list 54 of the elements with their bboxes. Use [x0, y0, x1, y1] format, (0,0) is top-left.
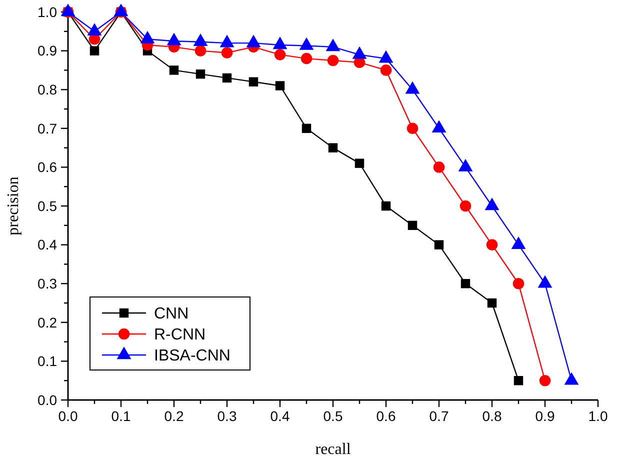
- y-tick-label: 0.5: [38, 198, 58, 214]
- legend-label: CNN: [154, 306, 189, 323]
- point: [196, 69, 206, 79]
- y-tick-label: 0.9: [38, 42, 58, 59]
- point: [327, 54, 339, 66]
- point: [275, 81, 285, 90]
- x-tick-label: 0.0: [58, 408, 78, 424]
- x-tick-label: 0.5: [323, 408, 343, 424]
- point: [274, 49, 286, 60]
- x-tick-label: 0.4: [270, 408, 290, 424]
- point: [406, 122, 418, 134]
- y-tick-label: 0.1: [38, 353, 58, 370]
- x-tick-label: 1.0: [588, 408, 608, 424]
- point: [90, 46, 100, 56]
- point: [380, 64, 392, 76]
- point: [408, 220, 418, 230]
- point: [328, 143, 338, 152]
- y-tick-label: 0.2: [38, 314, 58, 330]
- legend-label: R-CNN: [154, 326, 206, 344]
- point: [434, 240, 444, 250]
- x-tick-label: 0.7: [429, 408, 449, 424]
- point: [433, 162, 445, 173]
- point: [486, 239, 498, 250]
- y-tick-label: 1.0: [38, 4, 58, 20]
- point: [381, 201, 391, 211]
- point: [222, 73, 232, 83]
- x-axis-title: recall: [315, 441, 352, 458]
- x-tick-label: 0.8: [482, 408, 502, 424]
- point: [302, 124, 312, 134]
- y-tick-label: 0.6: [38, 159, 58, 176]
- y-tick-label: 0.3: [38, 276, 58, 292]
- point: [248, 77, 258, 86]
- y-axis-title: precision: [5, 176, 22, 236]
- legend-label: IBSA-CNN: [154, 348, 230, 365]
- point: [514, 376, 524, 386]
- point: [487, 298, 497, 308]
- point: [300, 52, 312, 64]
- point: [460, 200, 472, 212]
- y-tick-label: 0.4: [38, 236, 58, 253]
- point: [169, 66, 179, 75]
- point: [354, 158, 364, 168]
- x-tick-label: 0.6: [376, 408, 396, 424]
- y-tick-label: 0.7: [38, 120, 58, 136]
- x-tick-label: 0.3: [217, 408, 237, 424]
- point: [221, 47, 233, 58]
- point: [194, 45, 206, 56]
- x-tick-label: 0.2: [164, 408, 184, 424]
- point: [460, 278, 470, 288]
- point: [512, 278, 524, 290]
- y-tick-label: 0.8: [38, 82, 58, 98]
- y-tick-label: 0.0: [38, 392, 58, 408]
- x-tick-label: 0.1: [111, 408, 131, 424]
- x-tick-label: 0.9: [535, 408, 555, 424]
- point: [539, 374, 551, 386]
